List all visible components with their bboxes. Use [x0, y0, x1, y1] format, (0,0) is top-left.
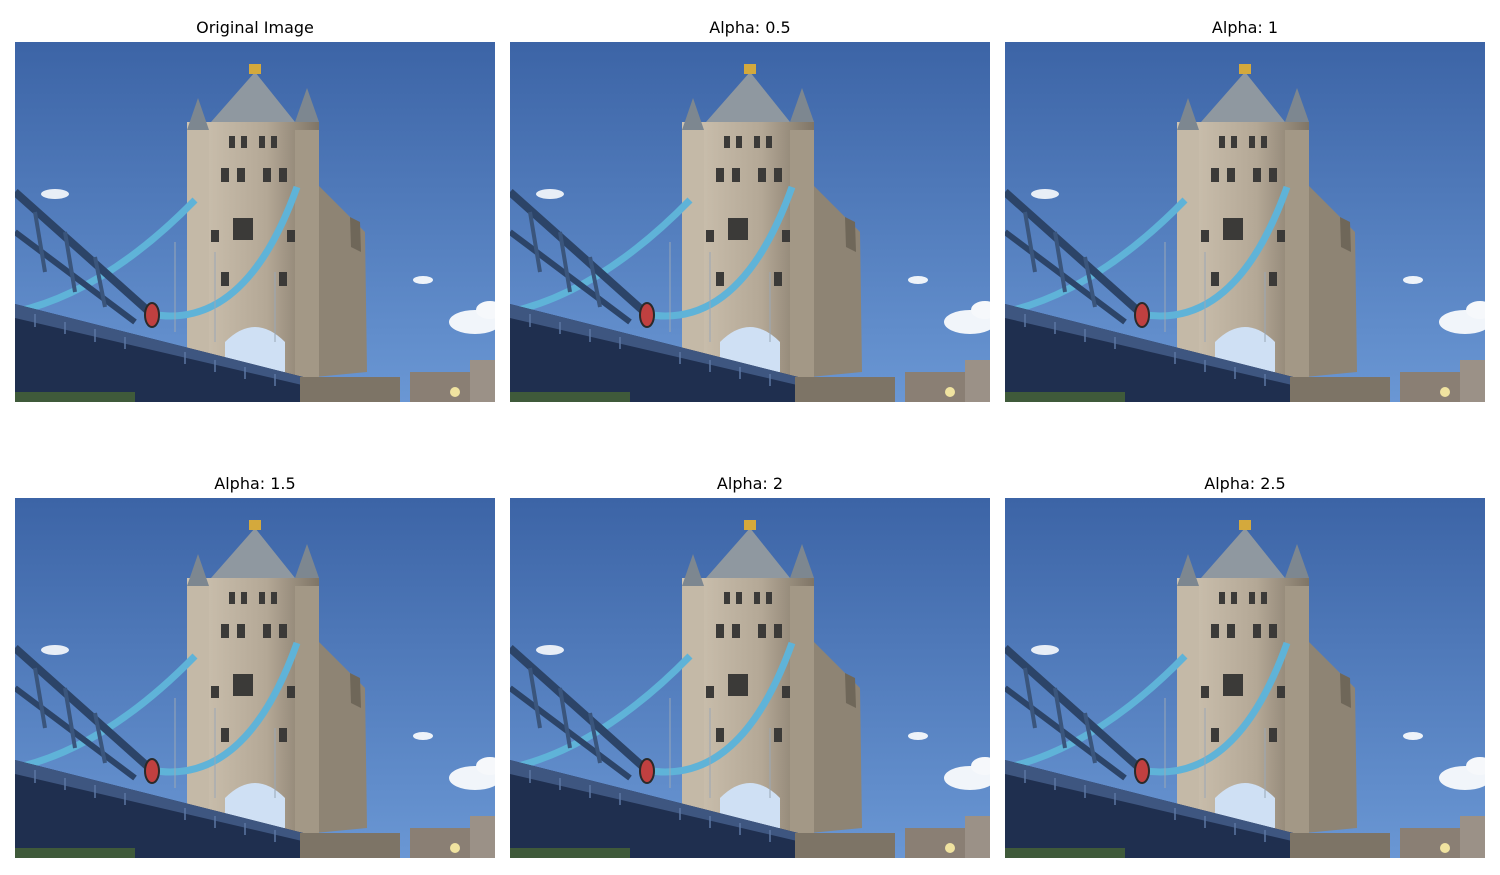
panel-alpha-2: Alpha: 2	[510, 474, 990, 858]
tower-bridge-photo	[510, 42, 990, 402]
tower-bridge-photo	[15, 42, 495, 402]
panel-title: Alpha: 2	[716, 474, 784, 493]
tower-bridge-photo	[510, 498, 990, 858]
panel-title: Alpha: 1.5	[214, 474, 296, 493]
tower-bridge-photo	[15, 498, 495, 858]
panel-original: Original Image	[15, 18, 495, 402]
panel-alpha-1-5: Alpha: 1.5	[15, 474, 495, 858]
panel-alpha-0-5: Alpha: 0.5	[510, 18, 990, 402]
tower-bridge-photo	[1005, 42, 1485, 402]
panel-title: Original Image	[196, 18, 314, 37]
panel-alpha-1: Alpha: 1	[1005, 18, 1485, 402]
panel-title: Alpha: 1	[1211, 18, 1279, 37]
panel-title: Alpha: 2.5	[1204, 474, 1286, 493]
panel-alpha-2-5: Alpha: 2.5	[1005, 474, 1485, 858]
panel-title: Alpha: 0.5	[709, 18, 791, 37]
tower-bridge-photo	[1005, 498, 1485, 858]
